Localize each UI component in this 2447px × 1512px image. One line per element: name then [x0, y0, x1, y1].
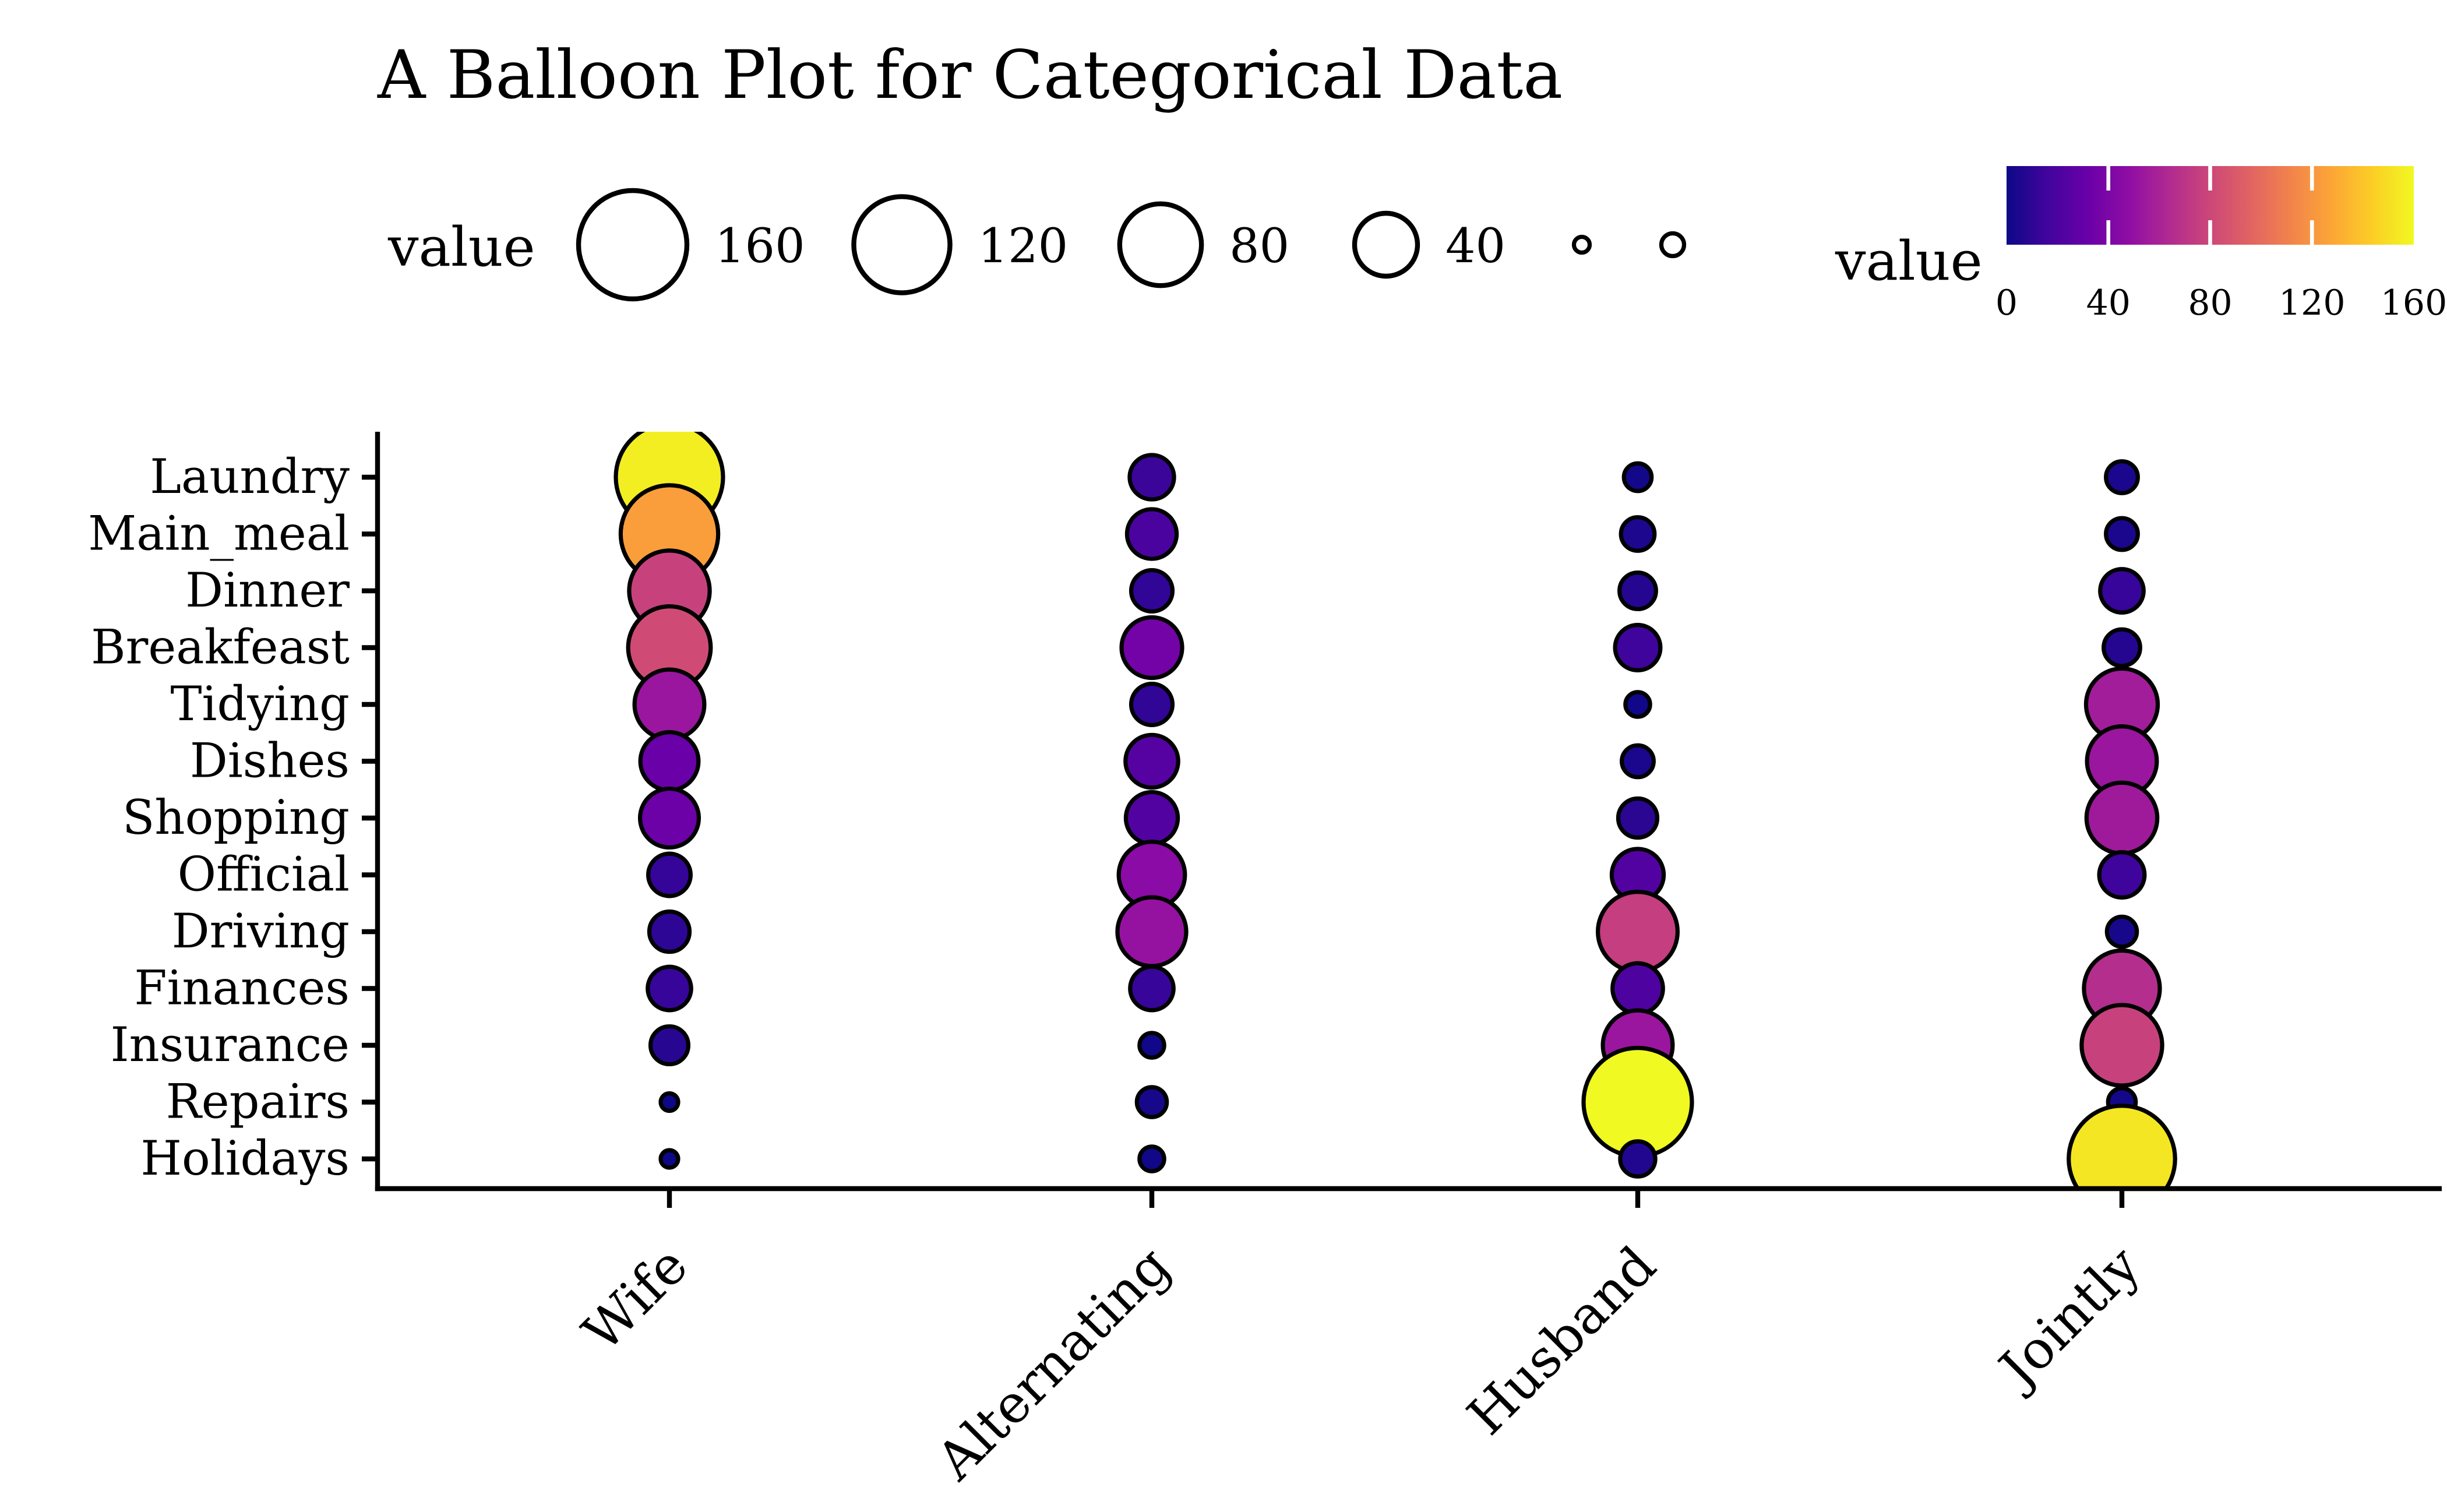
balloon-husband-shopping	[1616, 796, 1660, 840]
y-axis-label: Driving	[172, 904, 350, 959]
y-axis-label: Official	[178, 848, 350, 903]
y-axis-label: Laundry	[150, 450, 350, 505]
size-legend-break-label: 160	[715, 219, 805, 274]
size-legend-circle	[576, 188, 690, 302]
balloon-wife-insurance	[648, 1024, 691, 1067]
balloon-alternating-shopping	[1123, 790, 1180, 847]
size-legend: value 160 120 80 40	[387, 188, 1687, 302]
balloon-husband-dishes	[1620, 743, 1656, 780]
colorbar-tick-label: 40	[2086, 283, 2131, 323]
balloon-husband-finances	[1610, 961, 1665, 1016]
balloon-wife-driving	[647, 909, 692, 954]
y-axis-label: Repairs	[166, 1075, 350, 1130]
size-legend-break-label: 120	[978, 219, 1069, 274]
size-legend-dot	[1571, 234, 1592, 255]
colorbar-tick-label: 120	[2279, 283, 2346, 323]
balloon-husband-dinner	[1617, 570, 1658, 611]
y-axis-label: Main_meal	[88, 507, 350, 562]
y-axis-label: Shopping	[122, 791, 350, 845]
balloon-wife-tidying	[632, 667, 707, 742]
colorbar-tick-label: 80	[2188, 283, 2232, 323]
balloon-jointly-laundry	[2104, 459, 2140, 495]
size-legend-circle	[1352, 210, 1420, 279]
balloon-alternating-finances	[1128, 964, 1176, 1013]
balloon-jointly-driving	[2104, 914, 2139, 949]
balloon-husband-tidying	[1623, 690, 1652, 719]
x-axis-label: Wife	[571, 1235, 699, 1363]
x-axis-label: Husband	[1456, 1235, 1668, 1447]
balloon-husband-holidays	[1618, 1139, 1658, 1179]
chart-title: A Balloon Plot for Categorical Data	[377, 36, 1563, 114]
y-axis-label: Dinner	[185, 563, 350, 618]
balloon-alternating-dinner	[1129, 568, 1175, 614]
size-legend-dot	[1659, 231, 1687, 259]
balloon-alternating-insurance	[1137, 1031, 1166, 1060]
y-axis-label: Breakfeast	[91, 621, 350, 675]
y-axis-label: Insurance	[111, 1018, 350, 1073]
balloon-husband-main_meal	[1619, 515, 1657, 553]
color-legend-title: value	[1835, 230, 1983, 292]
balloon-jointly-holidays	[2067, 1104, 2177, 1189]
y-axis-label: Dishes	[190, 734, 350, 789]
size-legend-circle	[851, 194, 953, 295]
balloon-alternating-breakfeast	[1119, 615, 1184, 681]
balloon-jointly-official	[2097, 850, 2147, 900]
balloon-wife-holidays	[658, 1148, 680, 1170]
balloon-husband-laundry	[1621, 461, 1654, 494]
balloon-wife-finances	[646, 964, 693, 1013]
size-legend-title: value	[387, 216, 535, 279]
balloon-alternating-driving	[1115, 895, 1189, 968]
balloon-alternating-holidays	[1137, 1144, 1166, 1173]
balloon-wife-dishes	[638, 730, 701, 792]
y-axis-label: Finances	[134, 961, 350, 1016]
balloon-wife-official	[646, 851, 693, 898]
balloon-jointly-main_meal	[2104, 516, 2140, 552]
size-legend-break-label: 40	[1445, 219, 1505, 274]
balloon-wife-repairs	[658, 1091, 680, 1113]
balloon-jointly-dinner	[2098, 567, 2146, 615]
balloon-jointly-insurance	[2079, 1003, 2164, 1088]
balloon-husband-breakfeast	[1613, 623, 1663, 672]
balloon-jointly-breakfeast	[2102, 627, 2142, 668]
x-axis-label: Alternating	[925, 1235, 1182, 1492]
size-legend-circle	[1117, 201, 1204, 288]
size-legend-break-label: 80	[1229, 219, 1289, 274]
colorbar-tick-label: 0	[1995, 283, 2018, 323]
balloon-wife-shopping	[637, 786, 701, 850]
balloon-alternating-main_meal	[1124, 507, 1179, 561]
balloon-husband-driving	[1595, 889, 1680, 974]
balloon-alternating-dishes	[1123, 732, 1180, 790]
y-axis-label: Holidays	[140, 1132, 350, 1186]
y-axis-label: Tidying	[171, 677, 350, 732]
x-axis-label: Jointly	[1985, 1235, 2152, 1402]
balloon-alternating-tidying	[1129, 681, 1175, 728]
balloon-alternating-laundry	[1127, 453, 1176, 502]
colorbar-tick-label: 160	[2381, 283, 2447, 323]
color-legend: value 0 40 80 120 160	[1835, 166, 2447, 323]
balloon-jointly-shopping	[2084, 780, 2160, 856]
balloon-alternating-repairs	[1134, 1085, 1169, 1119]
